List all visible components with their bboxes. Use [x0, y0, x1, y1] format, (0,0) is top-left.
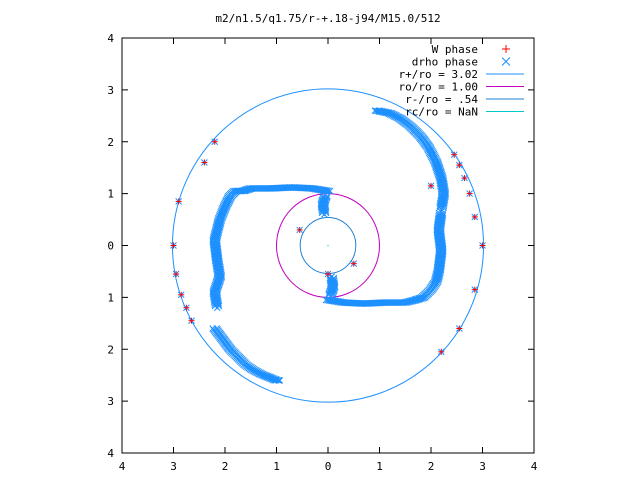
y-tick-label: 0 [107, 240, 114, 253]
x-tick-label: 2 [222, 460, 229, 473]
x-tick-label: 1 [273, 460, 280, 473]
w-point [325, 271, 331, 278]
y-tick-label: 2 [107, 136, 114, 149]
drho-point [387, 299, 394, 306]
drho-point [393, 299, 401, 306]
drho-point [437, 208, 445, 216]
w-point [170, 242, 177, 249]
w-point [296, 226, 303, 233]
drho-point [321, 211, 328, 218]
legend-cross-marker [501, 57, 511, 66]
y-tick-label: 4 [107, 32, 114, 45]
x-tick-label: 3 [479, 460, 486, 473]
w-point [461, 175, 468, 182]
drho-point [379, 299, 387, 306]
drho-point [391, 299, 399, 306]
x-tick-label: 4 [531, 460, 538, 473]
w-point [188, 317, 195, 324]
w-point [471, 286, 478, 293]
drho-point [388, 299, 396, 306]
drho-point [390, 299, 398, 306]
drho-point [384, 299, 391, 306]
w-point [428, 182, 434, 189]
y-tick-label: 1 [107, 188, 114, 201]
legend-label: r-/ro = .54 [405, 93, 478, 106]
x-tick-label: 1 [376, 460, 383, 473]
w-point [173, 271, 180, 278]
w-point [201, 159, 208, 166]
y-tick-label: 3 [107, 395, 114, 408]
drho-point [269, 376, 277, 384]
x-tick-label: 4 [119, 460, 126, 473]
legend-label: drho phase [412, 56, 478, 69]
x-tick-label: 2 [428, 460, 435, 473]
drho-point [395, 299, 402, 306]
w-point [466, 190, 473, 197]
legend-plus-marker [502, 45, 510, 53]
center-dot [327, 244, 329, 247]
drho-point [437, 205, 445, 213]
legend-label: ro/ro = 1.00 [399, 81, 478, 94]
drho-point [233, 187, 240, 195]
w-point [350, 260, 357, 267]
legend-label: W phase [432, 43, 478, 56]
x-tick-label: 0 [325, 460, 332, 473]
w-point [471, 213, 478, 220]
drho-point [328, 273, 335, 280]
chart-title: m2/n1.5/q1.75/r-+.18-j94/M15.0/512 [215, 12, 440, 25]
w-point [479, 242, 486, 249]
legend-label: rc/ro = NaN [405, 106, 478, 119]
w-point [183, 304, 190, 311]
w-point [175, 198, 182, 205]
x-tick-label: 3 [170, 460, 177, 473]
w-point [211, 138, 218, 145]
drho-point [382, 299, 390, 306]
legend-label: r+/ro = 3.02 [399, 68, 478, 81]
drho-point [275, 377, 283, 384]
drho-point [272, 377, 280, 384]
w-point [456, 325, 463, 332]
y-tick-label: 3 [107, 84, 114, 97]
y-tick-label: 1 [107, 291, 114, 304]
w-point [178, 291, 185, 298]
y-tick-label: 2 [107, 343, 114, 356]
w-point [451, 151, 458, 158]
drho-point [385, 299, 393, 306]
y-tick-label: 4 [107, 447, 114, 460]
w-point [456, 162, 463, 169]
drho-point [380, 299, 388, 306]
w-point [438, 348, 445, 355]
phase-points [170, 107, 486, 384]
drho-point [213, 304, 221, 312]
